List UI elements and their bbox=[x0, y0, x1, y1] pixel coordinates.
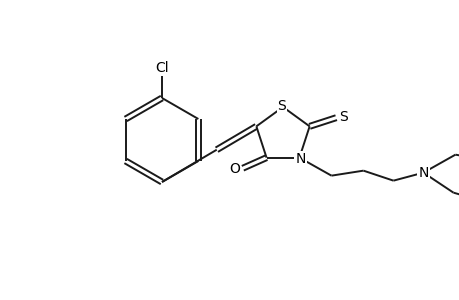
Text: Cl: Cl bbox=[155, 61, 168, 75]
Text: S: S bbox=[338, 110, 347, 124]
Text: O: O bbox=[229, 162, 240, 176]
Text: N: N bbox=[417, 166, 428, 180]
Text: N: N bbox=[295, 152, 305, 166]
Text: S: S bbox=[277, 99, 286, 113]
